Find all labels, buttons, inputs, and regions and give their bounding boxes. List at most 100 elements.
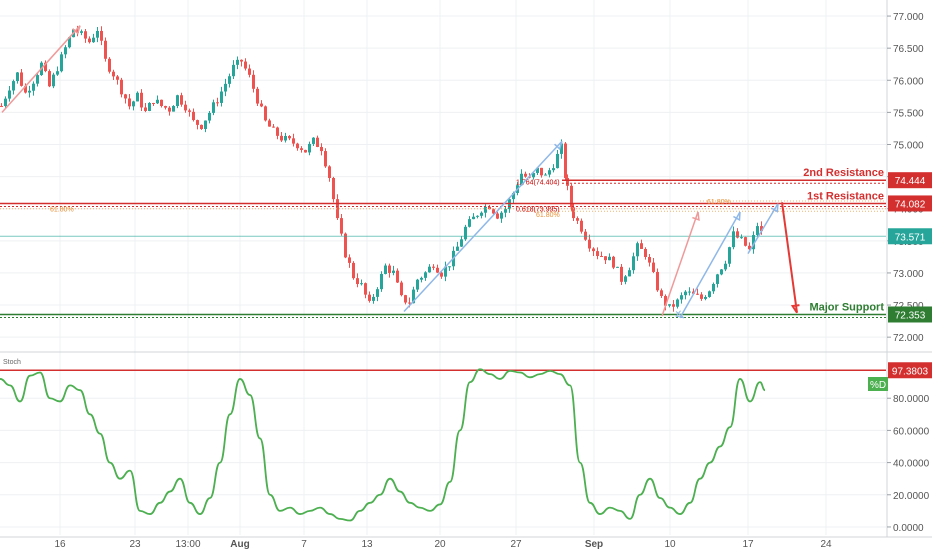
candle-body bbox=[56, 71, 59, 75]
candle-body bbox=[68, 37, 71, 48]
fib-label: 0.618(73.995) bbox=[516, 207, 560, 214]
level-value-box bbox=[888, 306, 932, 323]
candle-body bbox=[292, 138, 295, 144]
candle-body bbox=[240, 59, 243, 62]
candle-body bbox=[632, 256, 635, 271]
candle-body bbox=[152, 102, 155, 104]
candle-body bbox=[272, 126, 275, 128]
time-tick-label: 16 bbox=[54, 539, 66, 550]
level-value-label: 74.082 bbox=[895, 199, 926, 210]
stoch-tick-label: 80.0000 bbox=[893, 394, 930, 405]
candle-body bbox=[52, 74, 55, 87]
stoch-legend-swatch bbox=[868, 377, 888, 391]
candle-body bbox=[220, 91, 223, 103]
price-tick-label: 73.000 bbox=[893, 269, 924, 280]
candle-body bbox=[660, 290, 663, 296]
time-tick-label: 23 bbox=[129, 539, 141, 550]
candle-body bbox=[168, 107, 171, 112]
price-tick-label: 72.000 bbox=[893, 333, 924, 344]
candle-body bbox=[380, 273, 383, 290]
candle-body bbox=[176, 95, 179, 107]
candle-body bbox=[268, 120, 271, 127]
time-tick-label: 7 bbox=[301, 539, 307, 550]
fib-annotations: 61.80%1.764(74.404)0.618(73.995)61.80%61… bbox=[0, 180, 886, 219]
candle-body bbox=[608, 256, 611, 261]
candle-body bbox=[656, 271, 659, 291]
time-tick-label: 24 bbox=[820, 539, 832, 550]
candle-body bbox=[148, 102, 151, 111]
candle-body bbox=[500, 212, 503, 219]
candle-body bbox=[324, 151, 327, 167]
candle-body bbox=[48, 71, 51, 87]
candle-body bbox=[260, 103, 263, 107]
candle-body bbox=[548, 170, 551, 175]
candle-body bbox=[668, 304, 671, 306]
candle-body bbox=[476, 215, 479, 217]
candle-body bbox=[588, 239, 591, 249]
candle-body bbox=[636, 243, 639, 257]
candle-body bbox=[712, 283, 715, 292]
candle-body bbox=[504, 209, 507, 213]
gridlines bbox=[0, 0, 886, 535]
candle-body bbox=[112, 71, 115, 77]
candle-body bbox=[156, 99, 159, 104]
candle-body bbox=[164, 106, 167, 108]
current-price-box bbox=[888, 228, 932, 245]
candle-body bbox=[524, 173, 527, 177]
candle-body bbox=[100, 30, 103, 41]
candle-body bbox=[84, 31, 87, 39]
candle-body bbox=[204, 120, 207, 129]
candle-body bbox=[172, 106, 175, 112]
trend-arrow-blue-small bbox=[675, 311, 685, 319]
trend-arrow-pink bbox=[1, 25, 81, 113]
stoch-series-line bbox=[0, 368, 766, 522]
stoch-tick-label: 20.0000 bbox=[893, 491, 930, 502]
candle-body bbox=[748, 245, 751, 250]
candle-body bbox=[124, 94, 127, 99]
level-label: 2nd Resistance bbox=[803, 167, 884, 179]
candle-body bbox=[648, 256, 651, 263]
candle-body bbox=[540, 167, 543, 176]
candle-body bbox=[680, 295, 683, 300]
candle-body bbox=[132, 101, 135, 107]
candle-body bbox=[624, 276, 627, 282]
candle-body bbox=[316, 137, 319, 147]
candle-body bbox=[192, 111, 195, 121]
candle-body bbox=[360, 283, 363, 285]
trend-arrow-pink bbox=[661, 211, 699, 317]
candle-body bbox=[108, 58, 111, 72]
candle-body bbox=[228, 76, 231, 84]
candle-body bbox=[236, 59, 239, 65]
level-label: Major Support bbox=[809, 301, 884, 313]
stoch-tick-label: 0.0000 bbox=[893, 523, 924, 534]
candle-body bbox=[676, 299, 679, 307]
candle-body bbox=[328, 166, 331, 178]
candle-body bbox=[492, 209, 495, 214]
candle-body bbox=[708, 291, 711, 297]
candle-body bbox=[304, 149, 307, 153]
price-tick-label: 75.000 bbox=[893, 140, 924, 151]
candle-body bbox=[552, 168, 555, 171]
candle-body bbox=[96, 30, 99, 38]
trend-drawings bbox=[1, 25, 800, 319]
candle-body bbox=[704, 296, 707, 299]
candle-body bbox=[44, 62, 47, 72]
trend-arrow-blue-small-head bbox=[675, 310, 685, 319]
candle-body bbox=[64, 47, 67, 55]
candle-body bbox=[464, 226, 467, 240]
candle-body bbox=[716, 274, 719, 284]
candle-body bbox=[416, 279, 419, 290]
stoch-level-label: 97.3803 bbox=[892, 366, 929, 377]
candle-body bbox=[196, 120, 199, 125]
candle-body bbox=[28, 90, 31, 93]
candle-body bbox=[420, 277, 423, 280]
candle-body bbox=[276, 127, 279, 136]
candle-body bbox=[60, 54, 63, 72]
candle-body bbox=[566, 177, 569, 186]
price-tick-label: 76.000 bbox=[893, 76, 924, 87]
candle-body bbox=[128, 98, 131, 107]
candle-body bbox=[570, 185, 573, 208]
candle-body bbox=[144, 107, 147, 111]
candle-body bbox=[584, 231, 587, 240]
time-tick-label: Aug bbox=[230, 539, 249, 550]
